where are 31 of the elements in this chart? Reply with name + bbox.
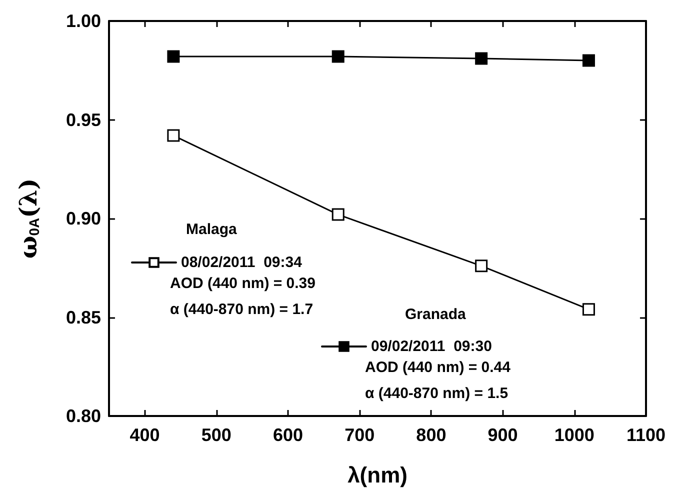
point — [475, 52, 488, 65]
annotation: Malaga — [186, 221, 238, 238]
point — [167, 50, 180, 63]
annotation: AOD (440 nm) = 0.44 — [365, 359, 512, 376]
legend-label: 08/02/2011 09:34 — [181, 254, 303, 271]
x-axis-title: λ(nm) — [348, 462, 408, 488]
annotation: AOD (440 nm) = 0.39 — [170, 275, 316, 292]
x-tick-label: 1100 — [626, 425, 666, 445]
y-axis-title: ω0A(λ) — [14, 178, 42, 259]
legend-label: 09/02/2011 09:30 — [371, 338, 492, 355]
point — [332, 208, 344, 221]
point — [167, 129, 180, 142]
y-tick-label: 1.00 — [66, 11, 101, 31]
x-tick-label: 600 — [272, 425, 304, 445]
point — [332, 50, 344, 63]
x-tick-label: 800 — [416, 425, 446, 445]
x-tick-label: 500 — [201, 425, 232, 445]
annotation: α (440-870 nm) = 1.7 — [170, 301, 314, 318]
x-tick-label: 700 — [344, 425, 375, 445]
x-tick-label: 400 — [130, 425, 160, 445]
y-tick-label: 0.95 — [66, 110, 101, 130]
point — [582, 303, 595, 316]
annotation: Granada — [405, 306, 467, 323]
x-tick-label: 900 — [488, 425, 518, 445]
y-tick-label: 0.90 — [66, 208, 101, 228]
x-tick-label: 1000 — [554, 425, 594, 445]
annotation: α (440-870 nm) = 1.5 — [365, 385, 508, 402]
point — [582, 54, 595, 67]
y-tick-label: 0.80 — [66, 406, 101, 426]
y-tick-label: 0.85 — [66, 307, 101, 328]
point — [475, 260, 488, 272]
